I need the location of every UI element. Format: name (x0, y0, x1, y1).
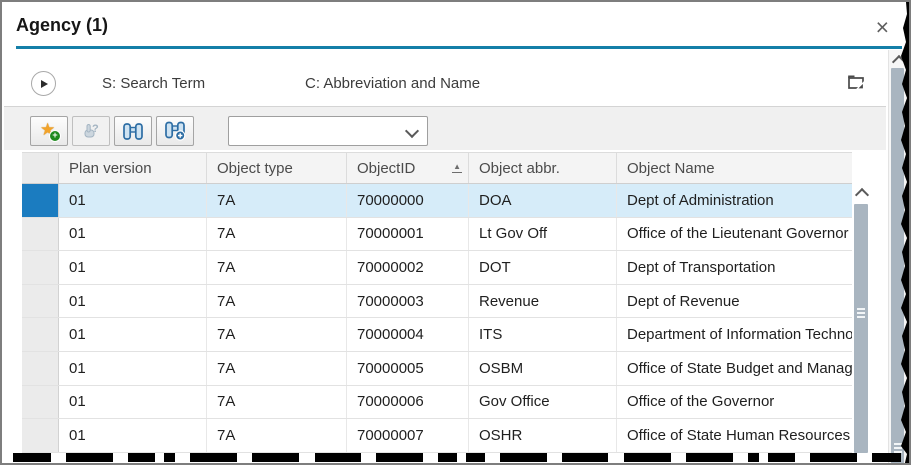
cell-object-name: Dept of Transportation (627, 258, 776, 276)
cell-object-id: 70000006 (347, 385, 469, 419)
cell-object-abbr: Revenue (469, 284, 617, 318)
column-header-object-type[interactable]: Object type (207, 153, 347, 183)
play-icon (41, 79, 48, 88)
cell-object-type: 7A (207, 251, 347, 284)
cell-object-name: Department of Information Techno (627, 326, 852, 344)
results-table: Plan version Object type ObjectID ▲ Obje… (22, 152, 852, 453)
cell-plan-version: 01 (59, 184, 207, 217)
cell-object-type: 7A (207, 385, 347, 419)
dialog-scrollbar-thumb[interactable] (891, 68, 904, 463)
cell-object-abbr: OSBM (469, 351, 617, 385)
binoculars-plus-icon (165, 121, 186, 141)
table-row[interactable]: 01 7A 70000004 ITS Department of Informa… (22, 318, 852, 352)
row-selector-cell[interactable] (22, 284, 59, 318)
cell-object-id: 70000007 (347, 419, 469, 452)
table-scrollbar[interactable] (853, 184, 870, 453)
cell-object-id: 70000001 (347, 217, 469, 251)
table-row[interactable]: 01 7A 70000005 OSBM Office of State Budg… (22, 351, 852, 386)
restriction-dropdown[interactable] (228, 116, 428, 146)
cell-object-name: Office of State Human Resources (627, 426, 851, 444)
table-row[interactable]: 01 7A 70000001 Lt Gov Off Office of the … (22, 217, 852, 252)
dialog-title: Agency (1) (16, 15, 109, 35)
find-next-button[interactable] (156, 116, 194, 146)
cell-object-id: 70000005 (347, 351, 469, 385)
cell-object-name: Dept of Revenue (627, 292, 740, 310)
cell-plan-version: 01 (59, 217, 207, 251)
cell-object-type: 7A (207, 318, 347, 351)
row-selector-cell[interactable] (22, 419, 59, 452)
sort-ascending-icon: ▲ (452, 162, 462, 173)
cell-object-name: Office of the Lieutenant Governor (627, 225, 849, 243)
table-header-row: Plan version Object type ObjectID ▲ Obje… (22, 152, 852, 184)
insert-in-personal-list-button[interactable]: ★ + (30, 116, 68, 146)
redacted-area-bottom (4, 453, 901, 462)
dialog-scrollbar[interactable] (888, 50, 907, 463)
cell-plan-version: 01 (59, 419, 207, 452)
table-row[interactable]: 01 7A 70000003 Revenue Dept of Revenue (22, 284, 852, 319)
table-row[interactable]: 01 7A 70000007 OSHR Office of State Huma… (22, 419, 852, 453)
table-scrollbar-thumb[interactable] (854, 204, 868, 453)
hand-question-icon: ? (84, 123, 99, 138)
cell-plan-version: 01 (59, 318, 207, 351)
cell-object-abbr: ITS (469, 318, 617, 351)
cell-plan-version: 01 (59, 284, 207, 318)
table-row[interactable]: 01 7A 70000006 Gov Office Office of the … (22, 385, 852, 420)
cell-object-abbr: DOT (469, 251, 617, 284)
cell-plan-version: 01 (59, 385, 207, 419)
table-row[interactable]: 01 7A 70000000 DOA Dept of Administratio… (22, 184, 852, 218)
cell-object-abbr: OSHR (469, 419, 617, 452)
selector-header-cell[interactable] (22, 153, 59, 183)
cell-object-abbr: DOA (469, 184, 617, 217)
cell-object-type: 7A (207, 184, 347, 217)
cell-object-id: 70000002 (347, 251, 469, 284)
cell-plan-version: 01 (59, 251, 207, 284)
column-header-object-id[interactable]: ObjectID ▲ (347, 153, 469, 183)
cell-object-name: Office of the Governor (627, 393, 775, 411)
table-body: 01 7A 70000000 DOA Dept of Administratio… (22, 184, 852, 453)
find-button[interactable] (114, 116, 152, 146)
search-term-label: S: Search Term (102, 75, 206, 92)
row-selector-cell[interactable] (22, 217, 59, 251)
row-selector-cell[interactable] (22, 351, 59, 385)
scrollbar-grip (893, 443, 902, 453)
cell-object-id: 70000004 (347, 318, 469, 351)
star-plus-icon: ★ + (40, 120, 61, 142)
cell-object-id: 70000000 (347, 184, 469, 217)
row-selector-cell[interactable] (22, 251, 59, 284)
cell-object-type: 7A (207, 284, 347, 318)
personal-value-list-button: ? (72, 116, 110, 146)
row-selector-cell[interactable] (22, 318, 59, 351)
open-in-new-window-icon[interactable] (847, 73, 866, 96)
binoculars-icon (123, 122, 143, 140)
column-header-plan-version[interactable]: Plan version (59, 153, 207, 183)
cell-object-type: 7A (207, 217, 347, 251)
scrollbar-grip (857, 308, 865, 318)
redacted-area-right (901, 2, 909, 463)
cell-object-name: Office of State Budget and Manag (627, 359, 852, 377)
abbreviation-name-label: C: Abbreviation and Name (305, 75, 481, 92)
header-divider (4, 106, 886, 107)
chevron-down-icon (404, 123, 420, 139)
cell-object-abbr: Gov Office (469, 385, 617, 419)
row-selector-cell[interactable] (22, 184, 59, 217)
cell-object-type: 7A (207, 419, 347, 452)
cell-object-name: Dept of Administration (627, 191, 774, 209)
scroll-up-icon[interactable] (854, 187, 870, 203)
svg-text:?: ? (92, 123, 99, 135)
close-icon[interactable]: × (875, 14, 889, 40)
table-row[interactable]: 01 7A 70000002 DOT Dept of Transportatio… (22, 251, 852, 285)
cell-plan-version: 01 (59, 351, 207, 385)
row-selector-cell[interactable] (22, 385, 59, 419)
cell-object-id: 70000003 (347, 284, 469, 318)
title-accent-line (16, 46, 902, 49)
expand-button[interactable] (31, 71, 56, 96)
cell-object-abbr: Lt Gov Off (469, 217, 617, 251)
column-header-object-name[interactable]: Object Name (627, 159, 715, 177)
cell-object-type: 7A (207, 351, 347, 385)
column-header-object-abbr[interactable]: Object abbr. (469, 153, 617, 183)
